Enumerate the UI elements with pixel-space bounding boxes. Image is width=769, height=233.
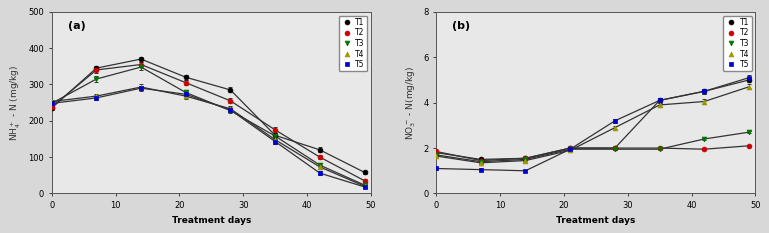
T4 xyxy=(136,86,145,89)
T3 xyxy=(271,135,280,137)
T2 xyxy=(360,179,369,182)
T2 xyxy=(744,144,754,147)
T3 xyxy=(315,164,325,167)
T3 xyxy=(360,184,369,186)
T5 xyxy=(744,76,754,79)
T1 xyxy=(47,107,56,110)
Legend: T1, T2, T3, T4, T5: T1, T2, T3, T4, T5 xyxy=(723,16,751,71)
T3 xyxy=(521,158,530,161)
T1 xyxy=(92,67,101,69)
T3 xyxy=(226,109,235,112)
Line: T5: T5 xyxy=(434,75,751,173)
T2 xyxy=(136,63,145,66)
T2 xyxy=(226,99,235,102)
T4 xyxy=(744,85,754,88)
T3 xyxy=(181,91,191,94)
Line: T3: T3 xyxy=(49,65,367,188)
T5 xyxy=(181,93,191,96)
Line: T5: T5 xyxy=(49,86,367,189)
T1 xyxy=(521,157,530,160)
T3 xyxy=(47,102,56,105)
T4 xyxy=(521,159,530,162)
T1 xyxy=(565,147,574,149)
T5 xyxy=(476,168,485,171)
Line: T4: T4 xyxy=(434,84,751,165)
T1 xyxy=(700,90,709,93)
X-axis label: Treatment days: Treatment days xyxy=(556,216,635,225)
T3 xyxy=(700,137,709,140)
T5 xyxy=(226,109,235,111)
T2 xyxy=(655,147,664,149)
T5 xyxy=(315,172,325,175)
Y-axis label: NO$^-_3$ - N(mg/kg): NO$^-_3$ - N(mg/kg) xyxy=(404,65,418,140)
T1 xyxy=(476,158,485,161)
T1 xyxy=(181,76,191,79)
Text: (b): (b) xyxy=(452,21,470,31)
T5 xyxy=(47,102,56,105)
T5 xyxy=(92,96,101,99)
T5 xyxy=(521,169,530,172)
T5 xyxy=(611,120,620,122)
T1 xyxy=(431,151,441,154)
T4 xyxy=(92,95,101,98)
T3 xyxy=(565,148,574,151)
T3 xyxy=(92,78,101,80)
T5 xyxy=(360,185,369,188)
T5 xyxy=(565,148,574,151)
T4 xyxy=(476,161,485,164)
X-axis label: Treatment days: Treatment days xyxy=(171,216,251,225)
T1 xyxy=(315,148,325,151)
T2 xyxy=(431,150,441,153)
T3 xyxy=(744,131,754,134)
T1 xyxy=(360,171,369,174)
Legend: T1, T2, T3, T4, T5: T1, T2, T3, T4, T5 xyxy=(338,16,367,71)
T3 xyxy=(136,66,145,69)
T2 xyxy=(47,106,56,108)
Line: T2: T2 xyxy=(434,143,751,163)
T3 xyxy=(431,154,441,156)
T4 xyxy=(226,107,235,110)
T1 xyxy=(655,99,664,102)
T5 xyxy=(271,140,280,143)
T4 xyxy=(611,126,620,129)
T3 xyxy=(476,160,485,163)
T4 xyxy=(271,138,280,141)
Text: (a): (a) xyxy=(68,21,85,31)
T2 xyxy=(476,159,485,162)
Line: T3: T3 xyxy=(434,130,751,164)
T1 xyxy=(744,79,754,81)
T2 xyxy=(181,81,191,84)
T4 xyxy=(431,155,441,158)
T4 xyxy=(565,149,574,152)
Line: T4: T4 xyxy=(49,85,367,189)
T2 xyxy=(565,147,574,149)
T2 xyxy=(271,129,280,131)
T5 xyxy=(655,99,664,102)
T4 xyxy=(360,185,369,188)
T4 xyxy=(655,103,664,106)
T2 xyxy=(521,157,530,160)
T1 xyxy=(271,134,280,137)
Y-axis label: NH$^+_4$ - N (mg/kg): NH$^+_4$ - N (mg/kg) xyxy=(8,65,22,141)
T1 xyxy=(226,89,235,91)
Line: T1: T1 xyxy=(434,78,751,162)
T4 xyxy=(181,95,191,98)
T3 xyxy=(655,148,664,151)
T5 xyxy=(431,167,441,170)
T4 xyxy=(47,100,56,103)
T1 xyxy=(611,147,620,149)
T3 xyxy=(611,148,620,151)
T4 xyxy=(700,100,709,103)
T2 xyxy=(700,148,709,151)
T2 xyxy=(611,147,620,149)
T4 xyxy=(315,166,325,168)
T5 xyxy=(136,87,145,89)
Line: T1: T1 xyxy=(49,57,367,175)
Line: T2: T2 xyxy=(49,62,367,183)
T2 xyxy=(92,69,101,71)
T2 xyxy=(315,156,325,158)
T1 xyxy=(136,58,145,60)
T5 xyxy=(700,90,709,93)
